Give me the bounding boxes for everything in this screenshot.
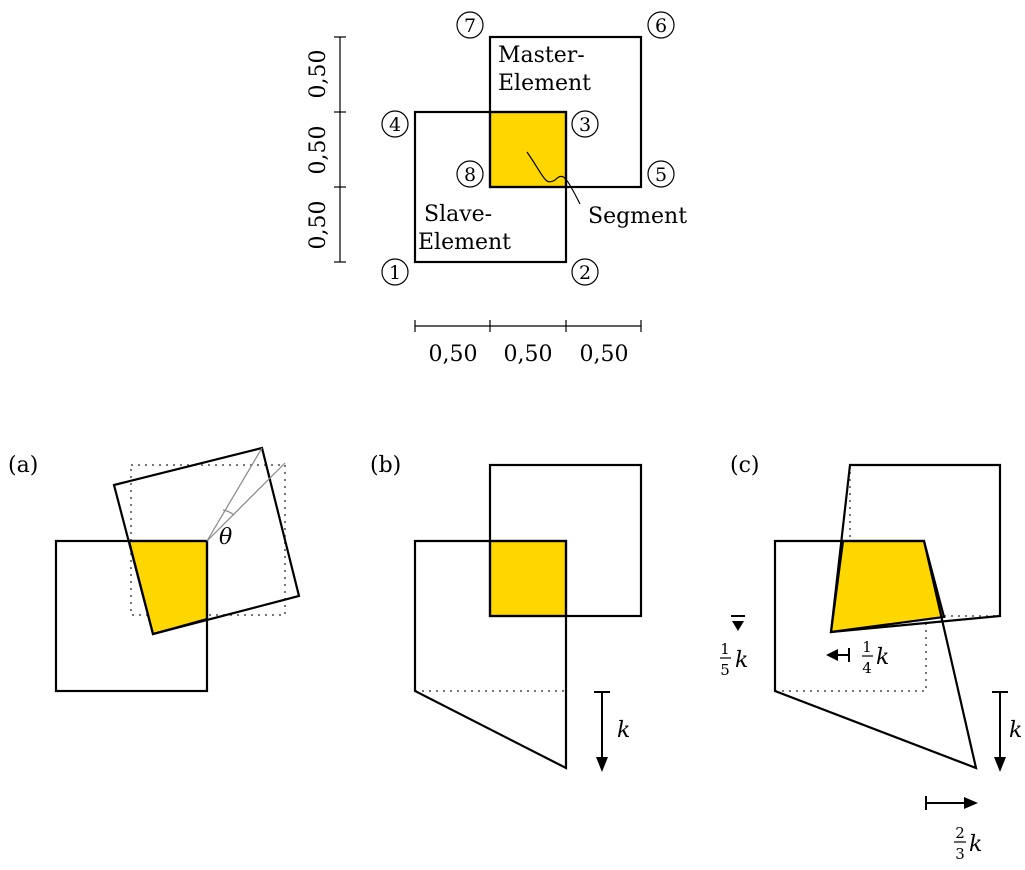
- node-6: 6: [647, 11, 675, 39]
- overlap-segment-area: [488, 110, 568, 189]
- master-label-line1: Master-: [498, 43, 585, 68]
- slave-label-line2: Element: [418, 230, 511, 255]
- deformed-slave-element-c: [773, 539, 978, 770]
- deformed-slave-element-b: [413, 539, 568, 770]
- angle-theta: θ: [219, 525, 232, 550]
- fifth-k-arrow: [731, 615, 745, 631]
- master-label-line2: Element: [498, 71, 591, 96]
- k-arrow-c: [992, 691, 1008, 772]
- master-original-dotted-c: [849, 465, 1000, 617]
- rotated-master-element: [112, 446, 301, 636]
- k-arrow-b: [594, 691, 610, 772]
- fifth-den: 5: [720, 661, 730, 679]
- node-5: 5: [647, 160, 675, 188]
- svg-text:8: 8: [464, 164, 476, 186]
- slave-label-line1: Slave-: [424, 202, 492, 227]
- svg-text:4: 4: [389, 114, 401, 136]
- panel-a-label: (a): [8, 453, 38, 478]
- k-label-c: k: [1009, 718, 1022, 743]
- overlap-area-b: [488, 539, 568, 618]
- dim-v-3: 0,50: [306, 201, 331, 250]
- two-thirds-den: 3: [955, 845, 965, 863]
- quarter-var: k: [876, 645, 889, 670]
- panel-c-label: (c): [730, 453, 760, 478]
- svg-text:2: 2: [579, 262, 591, 284]
- fifth-var: k: [735, 648, 748, 673]
- k-label-b: k: [617, 718, 630, 743]
- slave-original-dotted-c: [775, 616, 927, 692]
- dim-h-3: 0,50: [580, 342, 629, 367]
- dim-v-1: 0,50: [306, 50, 331, 99]
- panel-b-label: (b): [370, 453, 401, 478]
- angle-arc: [222, 509, 235, 516]
- svg-text:5: 5: [655, 164, 667, 186]
- panel-a: (a) θ: [8, 446, 301, 693]
- vertical-dimension: 0,50 0,50 0,50: [306, 36, 346, 263]
- node-1: 1: [381, 258, 409, 286]
- horizontal-dimension: 0,50 0,50 0,50: [414, 320, 642, 367]
- two-thirds-k-arrow: [925, 796, 978, 810]
- master-element: [488, 35, 643, 189]
- panel-c: (c) 1 5 k 1 4 k k: [720, 453, 1022, 863]
- quarter-den: 4: [862, 659, 872, 677]
- angle-ref-line: [206, 462, 286, 542]
- quarter-num: 1: [862, 638, 872, 656]
- svg-text:1: 1: [389, 262, 401, 284]
- segment-pointer: [526, 151, 581, 205]
- node-2: 2: [571, 258, 599, 286]
- quarter-k-arrow: [826, 648, 850, 662]
- panel-b: (b) k: [370, 453, 643, 772]
- dim-h-2: 0,50: [504, 342, 553, 367]
- svg-text:6: 6: [655, 15, 667, 37]
- dim-v-2: 0,50: [306, 126, 331, 175]
- node-3: 3: [571, 110, 599, 138]
- dim-h-1: 0,50: [429, 342, 478, 367]
- node-7: 7: [456, 11, 484, 39]
- two-thirds-num: 2: [955, 824, 965, 842]
- two-thirds-var: k: [969, 832, 982, 857]
- svg-text:3: 3: [579, 114, 591, 136]
- top-diagram: 1 2 3 4 5 6 7 8 Master- E: [306, 11, 687, 367]
- node-8: 8: [456, 160, 484, 188]
- node-4: 4: [381, 110, 409, 138]
- angle-rotated-line: [206, 447, 263, 542]
- deformed-master-element-c: [829, 463, 1002, 634]
- slave-element-a: [54, 539, 209, 693]
- svg-text:7: 7: [464, 15, 476, 37]
- segment-label: Segment: [588, 204, 687, 229]
- fifth-num: 1: [720, 640, 730, 658]
